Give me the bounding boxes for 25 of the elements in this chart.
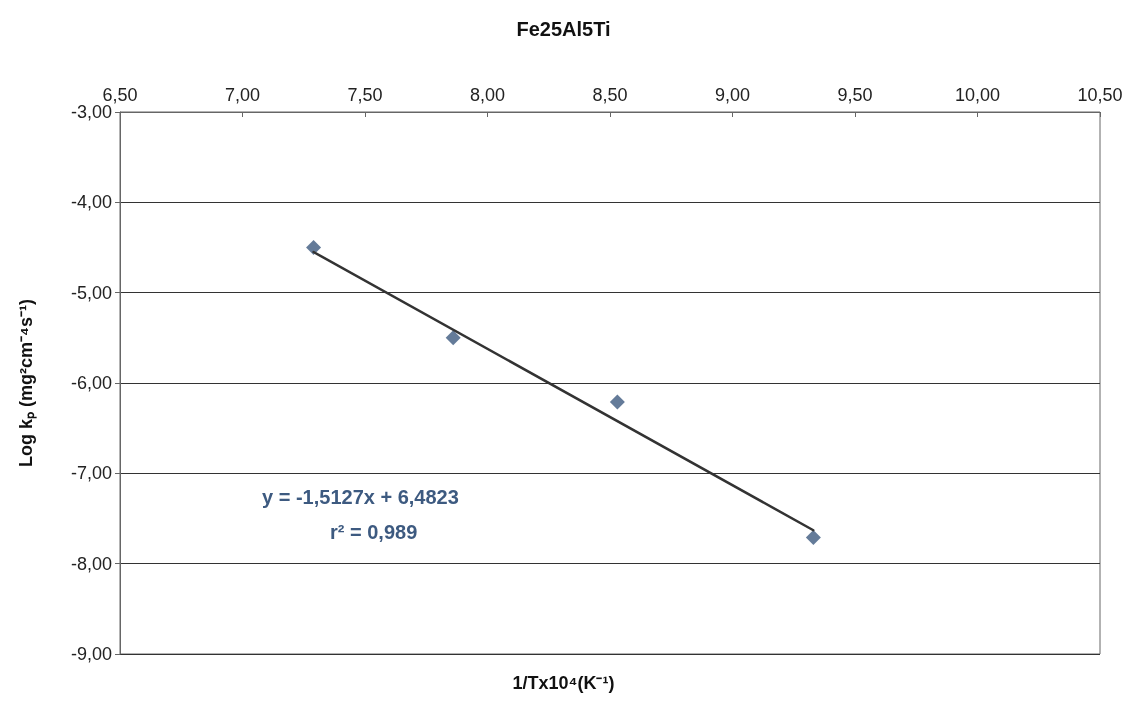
y-tick-label: -5,00 bbox=[70, 282, 112, 303]
x-tick-label: 7,50 bbox=[347, 85, 383, 105]
x-tick-label: 10,00 bbox=[954, 85, 1001, 105]
point bbox=[805, 529, 821, 545]
x-tick-label: 7,00 bbox=[224, 85, 261, 105]
y-tick-label: -4,00 bbox=[70, 192, 112, 213]
x-axis-title: 1/Tx10⁴(K⁻¹) bbox=[512, 673, 615, 693]
y-tick-label: -9,00 bbox=[70, 644, 112, 664]
y-tick-label: -6,00 bbox=[70, 373, 112, 393]
x-tick-label: 9,00 bbox=[714, 85, 751, 105]
x-tick-label: 8,50 bbox=[592, 85, 628, 105]
y-tick-label: -8,00 bbox=[70, 553, 112, 574]
y-tick-label: -3,00 bbox=[70, 102, 112, 122]
x-tick-label: 9,50 bbox=[837, 85, 873, 105]
x-tick-label: 8,00 bbox=[469, 85, 506, 105]
x-tick-label: 10,50 bbox=[1077, 85, 1123, 105]
annotation: y = -1,5127x + 6,4823 bbox=[262, 486, 459, 508]
point bbox=[445, 330, 461, 346]
x-tick-label: 6,50 bbox=[102, 85, 138, 105]
annotation: r² = 0,989 bbox=[330, 521, 418, 543]
y-axis-title: Log kₚ (mg²cm⁻⁴s⁻¹) bbox=[16, 299, 37, 467]
point bbox=[306, 240, 322, 255]
chart-title: Fe25Al5Ti bbox=[516, 18, 611, 40]
point bbox=[609, 394, 625, 410]
y-tick-label: -7,00 bbox=[70, 463, 112, 484]
